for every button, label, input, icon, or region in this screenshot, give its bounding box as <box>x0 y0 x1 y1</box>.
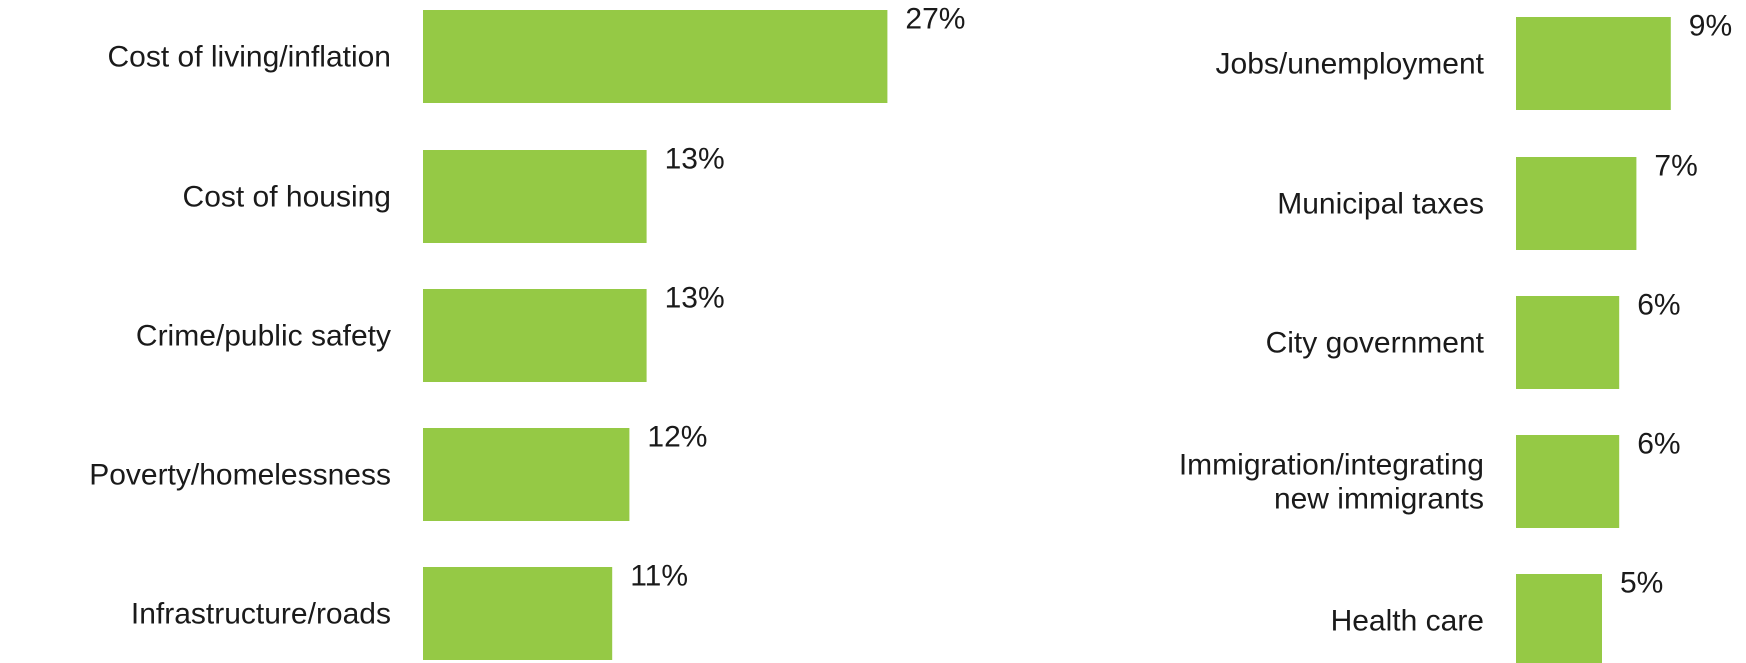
value-label: 9% <box>1689 10 1732 43</box>
value-label: 7% <box>1654 150 1697 183</box>
bar <box>423 150 647 243</box>
category-label: Cost of housing <box>183 181 391 214</box>
bar <box>1516 17 1671 110</box>
bar <box>1516 296 1620 389</box>
category-label: Cost of living/inflation <box>108 41 391 74</box>
left-bar-chart: Cost of living/inflation 27% Cost of housi… <box>89 3 965 660</box>
category-label: Infrastructure/roads <box>131 598 391 631</box>
bar <box>423 289 647 382</box>
category-label: Crime/public safety <box>136 320 391 353</box>
value-label: 13% <box>665 143 725 176</box>
category-label: Poverty/homelessness <box>89 459 391 492</box>
bar <box>423 10 888 103</box>
bar <box>1516 574 1602 663</box>
bar <box>1516 435 1620 528</box>
value-label: 27% <box>905 3 965 36</box>
value-label: 11% <box>630 560 688 593</box>
category-label: Immigration/integrating new immigrants <box>1179 449 1484 516</box>
category-label: Municipal taxes <box>1277 188 1484 221</box>
value-label: 12% <box>647 421 707 454</box>
right-bar-chart: Jobs/unemployment 9% Municipal taxes 7% City… <box>1179 10 1732 663</box>
category-label: Health care <box>1331 605 1484 638</box>
value-label: 6% <box>1637 428 1680 461</box>
category-label: Jobs/unemployment <box>1216 48 1485 81</box>
bar <box>423 428 630 521</box>
value-label: 6% <box>1637 289 1680 322</box>
bar <box>423 567 613 660</box>
category-label: City government <box>1266 327 1485 360</box>
value-label: 5% <box>1620 567 1663 600</box>
bar <box>1516 157 1637 250</box>
value-label: 13% <box>665 282 725 315</box>
